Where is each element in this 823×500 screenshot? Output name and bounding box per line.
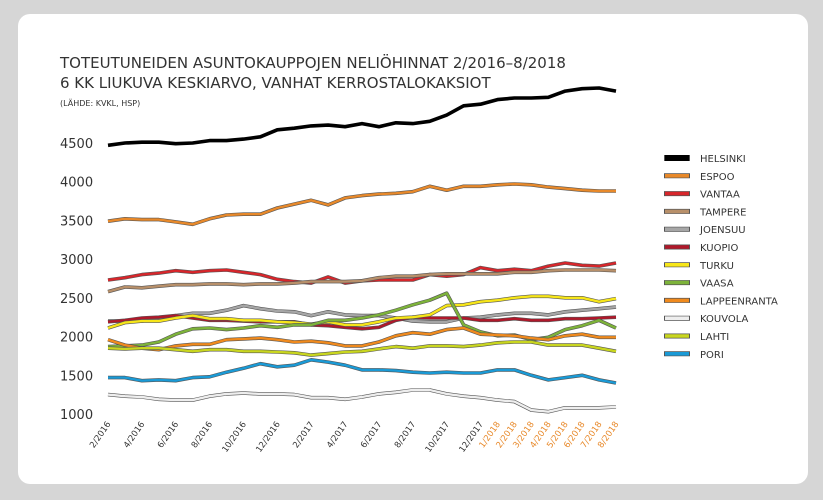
series-line	[107, 388, 617, 413]
legend-label: LAHTI	[700, 332, 729, 343]
legend-label: TAMPERE	[699, 207, 746, 218]
legend-label: JOENSUU	[699, 225, 746, 236]
y-tick-label: 2500	[60, 292, 93, 307]
series-line	[107, 268, 617, 293]
series-line	[107, 86, 617, 148]
legend-label: HELSINKI	[700, 154, 746, 165]
chart-title: TOTEUTUNEIDEN ASUNTOKAUPPOJEN NELIÖHINNA…	[59, 53, 566, 72]
series-line	[107, 314, 617, 330]
series-line	[108, 358, 617, 385]
series-line	[108, 304, 617, 323]
source: (LÄHDE: KVKL, HSP)	[60, 98, 140, 108]
y-tick-label: 3000	[60, 253, 93, 268]
y-tick-label: 4500	[60, 137, 93, 152]
legend-label: KUOPIO	[700, 243, 738, 254]
y-tick-label: 1500	[60, 369, 93, 384]
legend-label: TURKU	[699, 261, 734, 272]
series-line	[107, 182, 616, 226]
y-tick-label: 4000	[60, 176, 93, 191]
series-line	[107, 326, 616, 351]
legend-label: KOUVOLA	[700, 314, 749, 325]
card	[18, 14, 808, 484]
legend-label: ESPOO	[700, 172, 735, 183]
y-tick-label: 3500	[60, 214, 93, 229]
series-line	[107, 340, 617, 357]
legend-label: LAPPEENRANTA	[700, 296, 778, 307]
legend-label: VAASA	[700, 279, 734, 290]
y-tick-label: 1000	[60, 408, 93, 423]
series-line	[107, 295, 617, 330]
legend-label: VANTAA	[700, 190, 740, 201]
y-tick-label: 2000	[60, 331, 93, 346]
legend-label: PORI	[700, 350, 724, 361]
chart-subtitle: 6 KK LIUKUVA KESKIARVO, VANHAT KERROSTAL…	[60, 74, 491, 92]
